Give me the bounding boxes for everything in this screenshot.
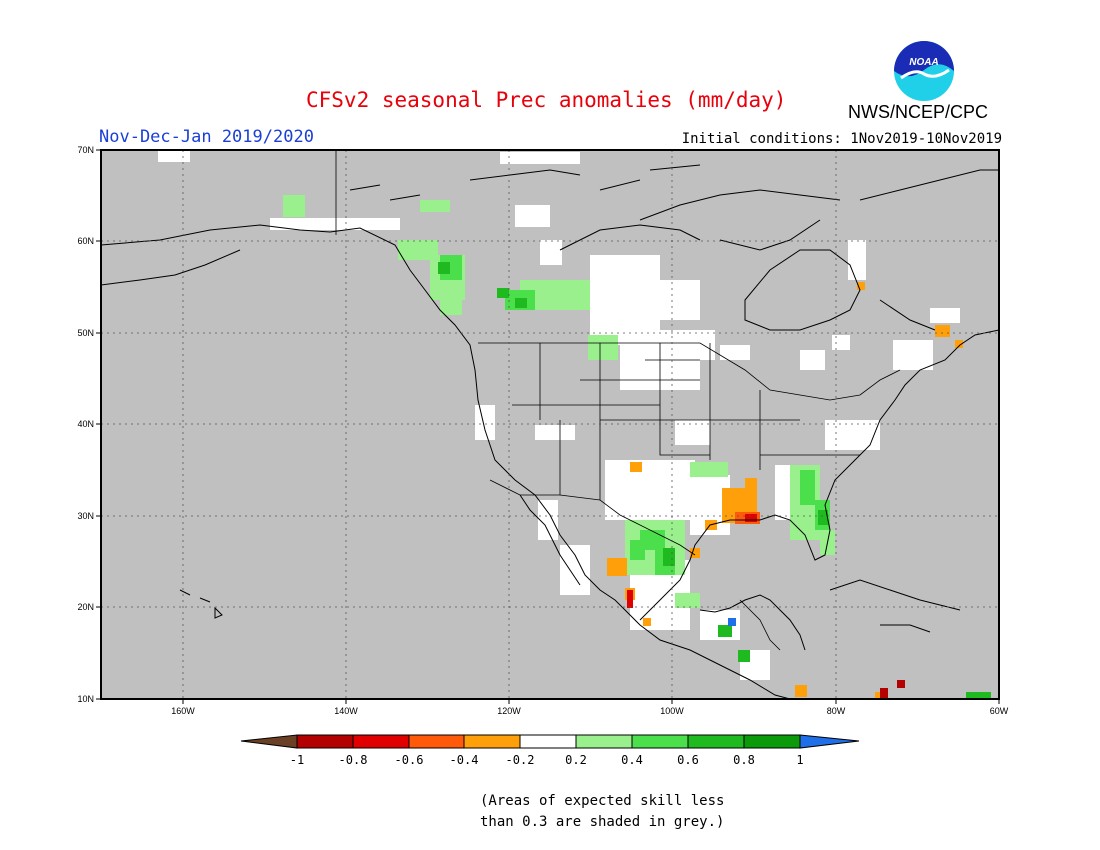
footnote-line: (Areas of expected skill less [480,793,725,809]
lat-tick-label: 70N [77,145,94,155]
lon-tick-label: 160W [171,706,195,716]
organization-label: NWS/NCEP/CPC [848,102,989,122]
colorbar-arrow-left [240,734,298,749]
colorbar-label: 0.8 [733,753,755,767]
lat-tick-label: 50N [77,328,94,338]
lon-tick-label: 60W [990,706,1009,716]
near-zero-regions [158,150,960,680]
coastlines [100,164,1000,700]
lon-tick-label: 100W [660,706,684,716]
negative-anomaly-strong [627,512,905,698]
colorbar-label: -0.8 [339,753,368,767]
grid-lines [101,150,999,699]
colorbar-bin [352,734,410,749]
lon-tick-labels: 160W 140W 120W 100W 80W 60W [171,706,1009,716]
colorbar-label: 0.4 [621,753,643,767]
colorbar-label: -0.6 [395,753,424,767]
lat-tick-label: 30N [77,511,94,521]
colorbar-bin [463,734,521,749]
lat-tick-label: 10N [77,694,94,704]
colorbar-bin [575,734,633,749]
colorbar-label: 0.6 [677,753,699,767]
colorbar-bin [631,734,689,749]
positive-anomaly-extreme [728,618,736,626]
lat-tick-label: 60N [77,236,94,246]
colorbar-label: -0.2 [506,753,535,767]
lat-tick-label: 40N [77,419,94,429]
colorbar-labels: -1 -0.8 -0.6 -0.4 -0.2 0.2 0.4 0.6 0.8 1 [290,753,804,767]
chart-title: CFSv2 seasonal Prec anomalies (mm/day) [306,88,787,112]
skill-footnote: (Areas of expected skill less than 0.3 a… [480,791,724,833]
noaa-logo: NOAA [894,41,954,101]
logo-text: NOAA [909,57,938,68]
colorbar-bin [687,734,745,749]
colorbar-bin [408,734,465,749]
season-label: Nov-Dec-Jan 2019/2020 [99,127,314,147]
footnote-line: than 0.3 are shaded in grey.) [480,814,725,830]
colorbar-label: -1 [290,753,304,767]
lon-tick-label: 140W [334,706,358,716]
colorbar-bin [743,734,801,749]
initial-conditions-label: Initial conditions: 1Nov2019-10Nov2019 [681,131,1002,147]
colorbar-label: 0.2 [565,753,587,767]
colorbar-label: -0.4 [450,753,479,767]
colorbar-arrow-right [799,734,860,749]
lat-tick-label: 20N [77,602,94,612]
tick-marks [96,149,1000,704]
colorbar-bin [296,734,354,749]
lon-tick-label: 80W [827,706,846,716]
colorbar-bin [519,734,577,749]
political-borders [335,150,901,651]
colorbar-label: 1 [796,753,803,767]
positive-anomaly-strong [438,262,991,698]
lon-tick-label: 120W [497,706,521,716]
lat-tick-labels: 70N 60N 50N 40N 30N 20N 10N [77,145,94,704]
colorbar [240,734,860,749]
